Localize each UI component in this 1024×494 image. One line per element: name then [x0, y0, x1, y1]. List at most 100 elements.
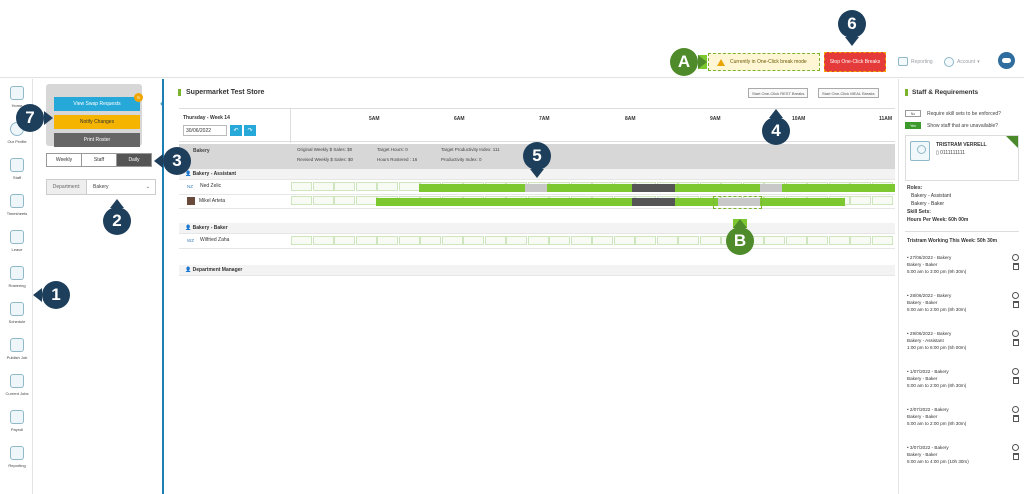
- time-slot-cell[interactable]: [850, 236, 871, 245]
- time-slot-cell[interactable]: [334, 182, 355, 191]
- nav-current-jobs[interactable]: Current Jobs: [2, 371, 32, 405]
- time-slot-cell[interactable]: [398, 236, 420, 245]
- time-slot-cell[interactable]: [828, 236, 850, 245]
- time-slot-cell[interactable]: [635, 236, 656, 245]
- break-block[interactable]: [632, 198, 675, 206]
- time-slot-cell[interactable]: [291, 236, 312, 245]
- time-slot-cell[interactable]: [312, 182, 334, 191]
- shift-bar[interactable]: [419, 184, 525, 192]
- staff-row[interactable]: Mikel Arteta: [179, 195, 895, 209]
- time-slot-cell[interactable]: [871, 196, 893, 205]
- reporting-link[interactable]: Reporting: [898, 57, 933, 66]
- trash-icon[interactable]: [1013, 377, 1019, 384]
- time-slot-cell[interactable]: [355, 182, 377, 191]
- time-slot-cell[interactable]: [334, 196, 355, 205]
- nav-reporting[interactable]: Reporting: [2, 443, 32, 477]
- time-slot-cell[interactable]: [570, 236, 592, 245]
- cloud-icon[interactable]: [998, 52, 1015, 69]
- notify-changes-button[interactable]: Notify Changes: [54, 115, 140, 129]
- time-slot-cell[interactable]: [312, 196, 334, 205]
- shift-track[interactable]: [291, 195, 895, 208]
- shift-bar[interactable]: [760, 198, 845, 206]
- clock-icon[interactable]: [1012, 368, 1019, 375]
- shift-bar[interactable]: [782, 184, 895, 192]
- time-slot-cell[interactable]: [807, 236, 828, 245]
- tab-staff[interactable]: Staff: [82, 154, 117, 166]
- staff-row[interactable]: NZ Ned Zelic: [179, 181, 895, 195]
- time-slot-cell[interactable]: [398, 182, 420, 191]
- view-swap-requests-button[interactable]: View Swap Requests 6: [54, 93, 143, 111]
- nav-payroll[interactable]: Payroll: [2, 407, 32, 441]
- time-slot-cell[interactable]: [613, 236, 635, 245]
- clock-icon[interactable]: [1012, 444, 1019, 451]
- show-unavailable-toggle[interactable]: Yes: [905, 122, 921, 129]
- clock-icon[interactable]: [1012, 330, 1019, 337]
- print-roster-button[interactable]: Print Roster: [54, 133, 140, 147]
- time-slot-cell[interactable]: [785, 236, 807, 245]
- trash-icon[interactable]: [1013, 339, 1019, 346]
- trash-icon[interactable]: [1013, 263, 1019, 270]
- clock-icon[interactable]: [1012, 406, 1019, 413]
- time-slot-cell[interactable]: [699, 236, 721, 245]
- break-block[interactable]: [525, 184, 547, 192]
- shift-bar[interactable]: [376, 198, 632, 206]
- shift-actions: [1012, 330, 1019, 346]
- department-selector[interactable]: Department: Bakery ⌄: [46, 179, 156, 195]
- redo-icon[interactable]: ↷: [244, 125, 256, 136]
- stop-oneclick-breaks-button[interactable]: Stop One-Click Breaks: [824, 52, 886, 72]
- time-slot-cell[interactable]: [463, 236, 484, 245]
- nav-staff[interactable]: Staff: [2, 155, 32, 189]
- time-slot-cell[interactable]: [377, 182, 398, 191]
- tab-weekly[interactable]: Weekly: [47, 154, 82, 166]
- time-slot-cell[interactable]: [656, 236, 678, 245]
- start-rest-breaks-button[interactable]: Start One-Click REST Breaks: [748, 88, 809, 98]
- shift-bar[interactable]: [547, 184, 632, 192]
- time-slot-cell[interactable]: [291, 196, 312, 205]
- time-slot-cell[interactable]: [527, 236, 549, 245]
- shift-track[interactable]: [291, 235, 895, 248]
- time-slot-cell[interactable]: [355, 196, 377, 205]
- time-slot-cell[interactable]: [871, 236, 893, 245]
- nav-rostering[interactable]: Rostering: [2, 263, 32, 297]
- time-slot-cell[interactable]: [506, 236, 527, 245]
- collapse-panel-icon[interactable]: ‹: [160, 98, 164, 110]
- trash-icon[interactable]: [1013, 415, 1019, 422]
- date-input[interactable]: 30/06/2022: [183, 125, 227, 136]
- tab-daily[interactable]: Daily: [117, 154, 151, 166]
- nav-schedule[interactable]: Schedule: [2, 299, 32, 333]
- time-slot-cell[interactable]: [764, 236, 785, 245]
- break-block[interactable]: [718, 198, 760, 206]
- shift-track[interactable]: [291, 181, 895, 194]
- time-slot-cell[interactable]: [355, 236, 377, 245]
- trash-icon[interactable]: [1013, 453, 1019, 460]
- break-block[interactable]: [760, 184, 782, 192]
- time-slot-cell[interactable]: [850, 196, 871, 205]
- time-slot-cell[interactable]: [678, 236, 699, 245]
- time-slot-cell[interactable]: [549, 236, 570, 245]
- undo-icon[interactable]: ↶: [230, 125, 242, 136]
- time-slot-cell[interactable]: [592, 236, 613, 245]
- shift-bar[interactable]: [675, 184, 760, 192]
- time-slot-cell[interactable]: [441, 236, 463, 245]
- time-slot-cell[interactable]: [484, 236, 506, 245]
- nav-leave[interactable]: Leave: [2, 227, 32, 261]
- time-slot-cell[interactable]: [312, 236, 334, 245]
- time-slot-cell[interactable]: [291, 182, 312, 191]
- department-select[interactable]: Bakery ⌄: [87, 184, 155, 190]
- nav-home[interactable]: Home: [2, 83, 32, 117]
- nav-timesheets[interactable]: Timesheets: [2, 191, 32, 225]
- time-slot-cell[interactable]: [377, 236, 398, 245]
- require-skill-toggle[interactable]: No: [905, 110, 921, 117]
- clock-icon[interactable]: [1012, 254, 1019, 261]
- start-meal-breaks-button[interactable]: Start One-Click MEAL Breaks: [818, 88, 879, 98]
- time-slot-cell[interactable]: [334, 236, 355, 245]
- clock-icon[interactable]: [1012, 292, 1019, 299]
- nav-publish-job[interactable]: Publish Job: [2, 335, 32, 369]
- staff-row[interactable]: WZ Wilfried Zaha: [179, 235, 895, 249]
- time-slot-cell[interactable]: [420, 236, 441, 245]
- account-menu[interactable]: Account ▾: [944, 57, 980, 67]
- shift-bar[interactable]: [675, 198, 718, 206]
- staff-card[interactable]: TRISTRAM VERRELL ▯ 0111111111: [905, 135, 1019, 181]
- break-block[interactable]: [632, 184, 675, 192]
- trash-icon[interactable]: [1013, 301, 1019, 308]
